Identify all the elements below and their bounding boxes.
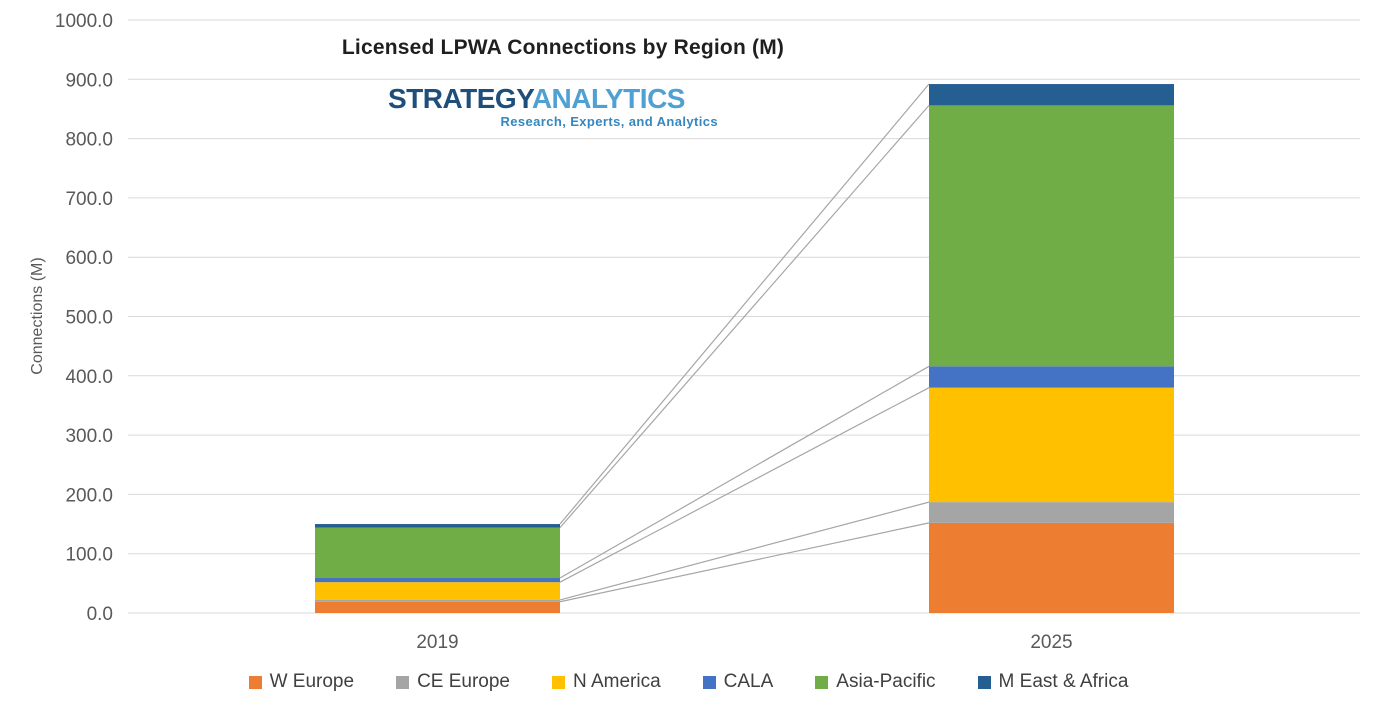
y-tick-label: 500.0: [65, 308, 113, 329]
legend-swatch-m-east-africa: [977, 675, 991, 689]
bar-segment-2025-m-east-africa: [929, 84, 1174, 106]
series-line-w-europe: [559, 522, 930, 603]
legend-swatch-cala: [702, 675, 716, 689]
logo-tagline: Research, Experts, and Analytics: [500, 114, 718, 130]
legend-item-ce-europe: CE Europe: [396, 671, 510, 693]
series-line-n-america: [559, 387, 930, 583]
bar-segment-2019-w-europe: [315, 601, 560, 613]
bar-segment-2019-ce-europe: [315, 599, 560, 602]
logo-wordmark: STRATEGYANALYTICS: [388, 84, 720, 113]
legend-label: Asia-Pacific: [836, 671, 936, 692]
x-category-label: 2025: [1030, 632, 1072, 653]
y-tick-label: 0.0: [87, 604, 113, 625]
chart-legend: W Europe CE Europe N America CALA Asia-Pacif…: [0, 671, 1377, 693]
legend-label: CE Europe: [417, 671, 511, 692]
x-category-label: 2019: [416, 632, 458, 653]
y-tick-label: 900.0: [65, 70, 113, 91]
legend-item-cala: CALA: [702, 671, 774, 693]
legend-label: M East & Africa: [998, 671, 1129, 692]
y-tick-label: 800.0: [65, 130, 113, 151]
logo-wordmark-strategy: STRATEGY: [388, 83, 532, 114]
legend-item-n-america: N America: [552, 671, 661, 693]
y-tick-label: 700.0: [65, 189, 113, 210]
legend-swatch-w-europe: [248, 675, 262, 689]
y-tick-label: 1000.0: [55, 11, 113, 32]
bar-segment-2025-w-europe: [929, 522, 1174, 613]
y-tick-label: 400.0: [65, 367, 113, 388]
legend-label: CALA: [723, 671, 774, 692]
legend-label: W Europe: [269, 671, 355, 692]
y-tick-label: 600.0: [65, 248, 113, 269]
y-tick-label: 100.0: [65, 545, 113, 566]
bar-segment-2019-asia-pacific: [315, 527, 560, 579]
series-line-m-east-africa: [559, 83, 930, 525]
y-tick-label: 200.0: [65, 485, 113, 506]
bar-segment-2025-ce-europe: [929, 502, 1174, 523]
legend-swatch-asia-pacific: [815, 675, 829, 689]
y-tick-label: 300.0: [65, 426, 113, 447]
bar-segment-2025-asia-pacific: [929, 105, 1174, 367]
legend-label: N America: [573, 671, 661, 692]
legend-swatch-ce-europe: [396, 675, 410, 689]
bar-segment-2025-n-america: [929, 387, 1174, 503]
legend-item-w-europe: W Europe: [248, 671, 355, 693]
strategy-analytics-logo: STRATEGYANALYTICS Research, Experts, and…: [388, 84, 720, 129]
legend-item-asia-pacific: Asia-Pacific: [815, 671, 936, 693]
legend-item-m-east-africa: M East & Africa: [977, 671, 1129, 693]
y-axis-title: Connections (M): [29, 257, 46, 375]
series-line-asia-pacific: [559, 104, 930, 529]
bar-segment-2025-cala: [929, 366, 1174, 388]
legend-swatch-n-america: [552, 675, 566, 689]
bar-segment-2019-cala: [315, 578, 560, 583]
series-line-ce-europe: [559, 501, 930, 601]
bar-segment-2019-n-america: [315, 582, 560, 600]
series-line-cala: [559, 365, 930, 579]
bar-segment-2019-m-east-africa: [315, 524, 560, 528]
logo-wordmark-analytics: ANALYTICS: [531, 83, 686, 114]
chart-title: Licensed LPWA Connections by Region (M): [341, 36, 785, 59]
